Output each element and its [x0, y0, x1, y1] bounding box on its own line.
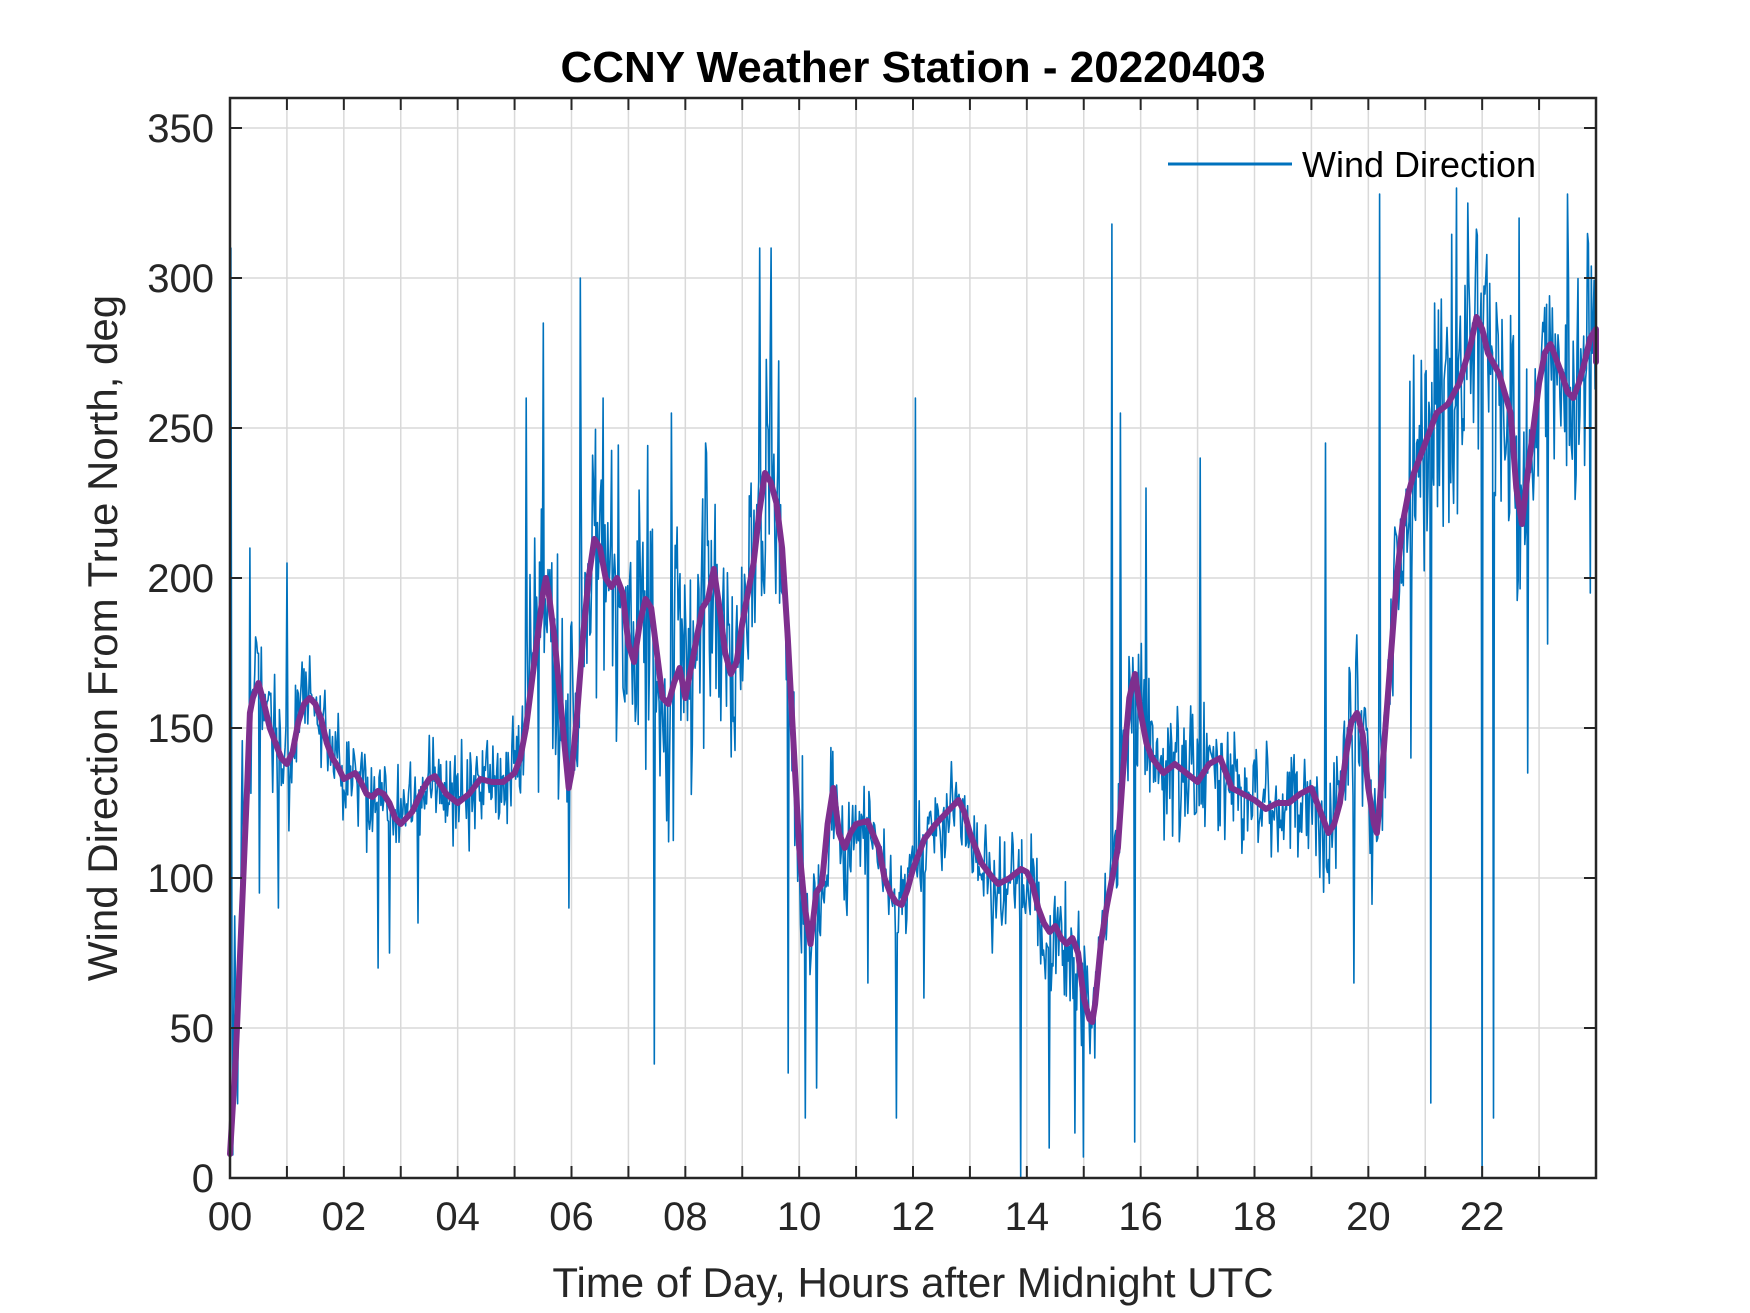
chart-title: CCNY Weather Station - 20220403: [560, 43, 1265, 92]
x-tick-label: 12: [891, 1195, 936, 1239]
x-tick-label: 14: [1005, 1195, 1050, 1239]
y-axis-label: Wind Direction From True North, deg: [79, 295, 126, 981]
x-tick-label: 02: [322, 1195, 367, 1239]
x-tick-label: 18: [1232, 1195, 1277, 1239]
y-tick-label: 0: [192, 1157, 214, 1201]
wind-direction-series-line: [230, 187, 1597, 1179]
data-series: [227, 187, 1599, 1179]
y-tick-label: 250: [147, 407, 214, 451]
x-tick-label: 04: [435, 1195, 480, 1239]
running-mean-series-line: [227, 314, 1599, 1157]
y-tick-label: 200: [147, 557, 214, 601]
x-tick-label: 22: [1460, 1195, 1505, 1239]
x-axis-label: Time of Day, Hours after Midnight UTC: [552, 1259, 1273, 1306]
x-tick-label: 08: [663, 1195, 708, 1239]
x-tick-label: 06: [549, 1195, 594, 1239]
x-tick-label: 10: [777, 1195, 822, 1239]
x-tick-label: 00: [208, 1195, 253, 1239]
y-tick-label: 150: [147, 707, 214, 751]
legend-label-wind-direction: Wind Direction: [1302, 144, 1536, 185]
x-tick-label: 20: [1346, 1195, 1391, 1239]
y-tick-label: 350: [147, 107, 214, 151]
y-tick-label: 300: [147, 257, 214, 301]
y-tick-label: 100: [147, 857, 214, 901]
x-tick-label: 16: [1118, 1195, 1163, 1239]
y-tick-label: 50: [170, 1007, 215, 1051]
axis-ticks: 00 02 04 06 08 10 12 14 16 18 20 22 0 50 100 150 200 250 3…: [147, 98, 1597, 1239]
legend: Wind Direction: [1168, 144, 1536, 185]
